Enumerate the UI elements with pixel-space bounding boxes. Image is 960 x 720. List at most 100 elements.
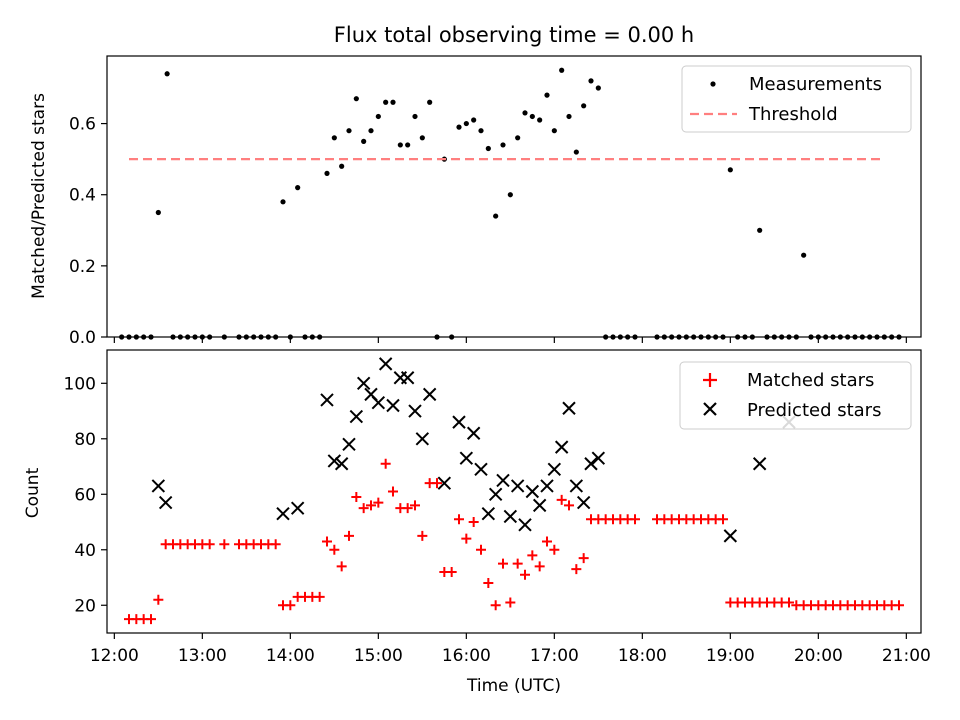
predicted-stars-point: [422, 387, 437, 402]
measurement-point: [295, 185, 301, 191]
x-tick-label: 19:00: [706, 646, 755, 666]
matched-stars-point: [630, 514, 640, 525]
matched-stars-point: [549, 544, 560, 555]
predicted-stars-point: [415, 432, 430, 446]
matched-stars-point: [380, 458, 391, 469]
y-tick-label: 0.4: [69, 186, 96, 206]
bottom-y-axis-label: Count: [23, 467, 43, 518]
matched-stars-point: [498, 558, 508, 569]
matched-stars-point: [146, 614, 156, 625]
measurement-point: [412, 113, 418, 120]
bottom-x-ticks: 12:00 13:00 14:00 15:00 16:00 17:00 18:00 19:00…: [90, 633, 931, 666]
matched-stars-point: [366, 500, 376, 511]
matched-stars-point: [329, 544, 340, 555]
predicted-stars-point: [525, 484, 540, 499]
matched-stars-point: [512, 558, 523, 569]
measurement-point: [595, 85, 601, 91]
y-tick-label: 40: [74, 541, 96, 561]
measurement-point: [581, 103, 587, 109]
top-y-axis-label: Matched/Predicted stars: [29, 93, 49, 299]
x-axis-label: Time (UTC): [466, 676, 561, 696]
predicted-stars-point: [481, 506, 496, 521]
measurement-point: [339, 163, 345, 169]
matched-stars-point: [461, 533, 472, 544]
matched-stars-point: [534, 561, 545, 572]
y-tick-label: 100: [64, 374, 96, 394]
matched-stars-point: [468, 517, 479, 528]
matched-stars-point: [270, 539, 281, 550]
matched-stars-point: [578, 553, 589, 564]
measurement-point: [390, 99, 396, 105]
top-x-ticks: [113, 337, 907, 343]
measurement-point: [324, 170, 330, 176]
predicted-stars-point: [496, 473, 510, 488]
predicted-stars-point: [290, 501, 305, 515]
measurement-point: [515, 135, 521, 141]
matched-stars-point: [556, 494, 567, 505]
matched-stars-point: [204, 539, 215, 550]
predicted-stars-point: [554, 440, 569, 454]
measurement-point: [801, 252, 807, 258]
predicted-stars-point: [327, 454, 342, 468]
bottom-y-ticks: 20 40 60 80 100: [64, 374, 107, 616]
measurement-point: [155, 209, 161, 216]
x-tick-label: 12:00: [90, 646, 139, 666]
measurement-point: [456, 124, 462, 130]
legend-marker-predicted-stars: [703, 402, 717, 416]
top-legend: Measurements Threshold: [681, 65, 912, 133]
matched-stars-point: [285, 600, 296, 611]
predicted-stars-point: [752, 457, 767, 471]
x-tick-label: 18:00: [618, 646, 667, 666]
predicted-stars-point: [518, 518, 532, 532]
y-tick-label: 20: [74, 596, 96, 616]
matched-stars-point: [505, 597, 516, 608]
matched-stars-point: [490, 600, 501, 611]
predicted-stars-point: [342, 437, 356, 452]
measurement-point: [471, 117, 477, 123]
measurement-point: [427, 99, 433, 105]
predicted-stars-point: [349, 409, 364, 424]
x-tick-label: 14:00: [266, 646, 315, 666]
legend-label-threshold: Threshold: [748, 104, 838, 125]
predicted-stars-point: [547, 462, 562, 477]
measurement-point: [331, 135, 337, 141]
matched-stars-point: [571, 564, 582, 575]
bottom-legend-box: [679, 361, 912, 430]
measurement-point: [544, 92, 550, 98]
matched-stars-point: [314, 591, 325, 602]
y-tick-label: 0.6: [69, 115, 96, 135]
x-tick-label: 16:00: [442, 646, 491, 666]
y-tick-label: 0.2: [69, 257, 96, 277]
predicted-stars-point: [386, 398, 400, 413]
measurement-point: [757, 227, 763, 233]
measurement-point: [507, 192, 513, 198]
predicted-stars-point: [569, 479, 584, 493]
matched-stars-point: [388, 486, 398, 497]
matched-stars-point: [344, 530, 354, 541]
measurement-point: [566, 113, 572, 120]
predicted-stars-point: [408, 404, 422, 418]
chart-title: Flux total observing time = 0.00 h: [334, 23, 694, 47]
measurement-point: [405, 142, 411, 148]
predicted-stars-point: [474, 462, 488, 477]
measurement-point: [346, 128, 352, 134]
predicted-stars-point: [591, 451, 606, 465]
y-tick-label: 80: [74, 430, 96, 450]
predicted-stars-point: [320, 393, 334, 407]
predicted-stars-point: [576, 495, 591, 510]
measurement-point: [537, 117, 543, 123]
predicted-stars-point: [158, 495, 173, 510]
legend-marker-matched-stars: [703, 373, 717, 387]
measurement-point: [522, 110, 528, 116]
top-legend-box: [681, 65, 912, 133]
matched-stars-point: [564, 500, 574, 511]
predicted-stars-point: [532, 498, 547, 513]
matched-stars-point: [402, 503, 413, 514]
measurement-point: [375, 113, 381, 120]
measurement-point: [727, 167, 733, 173]
matched-stars-point: [358, 503, 369, 514]
matched-stars-point: [336, 561, 347, 572]
predicted-stars-point: [378, 357, 393, 371]
measurement-point: [493, 213, 499, 219]
